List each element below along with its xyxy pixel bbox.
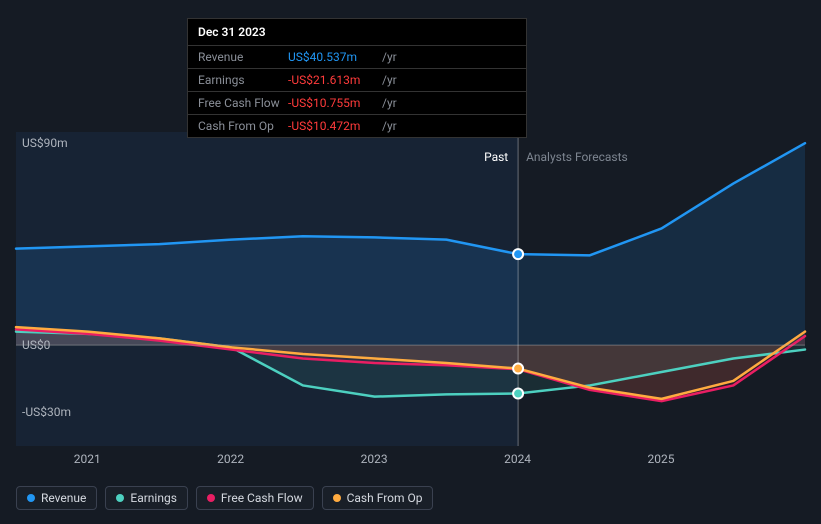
legend-label: Cash From Op [347,491,423,505]
x-axis-tick-label: 2025 [648,452,675,466]
tooltip-row: RevenueUS$40.537m/yr [188,46,526,69]
tooltip-row-value: -US$10.755m [288,96,378,110]
x-axis-tick-label: 2022 [217,452,244,466]
region-label-forecast: Analysts Forecasts [526,150,628,164]
y-axis-tick-label: US$90m [22,136,68,150]
chart-tooltip: Dec 31 2023 RevenueUS$40.537m/yrEarnings… [187,18,527,138]
financial-chart: Dec 31 2023 RevenueUS$40.537m/yrEarnings… [0,0,821,524]
chart-legend: Revenue Earnings Free Cash Flow Cash From O… [16,486,433,510]
legend-dot [207,494,215,502]
tooltip-row: Cash From Op-US$10.472m/yr [188,115,526,137]
legend-item-earnings[interactable]: Earnings [105,486,188,510]
tooltip-row-label: Revenue [198,50,288,64]
tooltip-row-value: US$40.537m [288,50,378,64]
tooltip-row-label: Free Cash Flow [198,96,288,110]
tooltip-row-unit: /yr [382,96,397,110]
tooltip-row-label: Cash From Op [198,119,288,133]
tooltip-row-label: Earnings [198,73,288,87]
y-axis-tick-label: US$0 [22,338,50,352]
x-axis-tick-label: 2024 [504,452,531,466]
legend-item-cfo[interactable]: Cash From Op [322,486,434,510]
legend-label: Revenue [41,491,86,505]
legend-label: Earnings [130,491,177,505]
tooltip-row-value: -US$10.472m [288,119,378,133]
tooltip-row-unit: /yr [382,73,397,87]
x-axis-tick-label: 2023 [361,452,388,466]
region-label-past: Past [484,150,508,164]
legend-item-fcf[interactable]: Free Cash Flow [196,486,314,510]
marker-earnings[interactable] [513,389,523,399]
legend-dot [27,494,35,502]
tooltip-row: Free Cash Flow-US$10.755m/yr [188,92,526,115]
legend-item-revenue[interactable]: Revenue [16,486,97,510]
tooltip-row-unit: /yr [382,119,397,133]
marker-cfo[interactable] [513,364,523,374]
marker-revenue[interactable] [513,249,523,259]
legend-label: Free Cash Flow [221,491,303,505]
tooltip-row-value: -US$21.613m [288,73,378,87]
y-axis-tick-label: -US$30m [22,405,71,419]
legend-dot [333,494,341,502]
tooltip-date: Dec 31 2023 [188,19,526,46]
legend-dot [116,494,124,502]
tooltip-row-unit: /yr [382,50,397,64]
x-axis-tick-label: 2021 [74,452,101,466]
tooltip-row: Earnings-US$21.613m/yr [188,69,526,92]
